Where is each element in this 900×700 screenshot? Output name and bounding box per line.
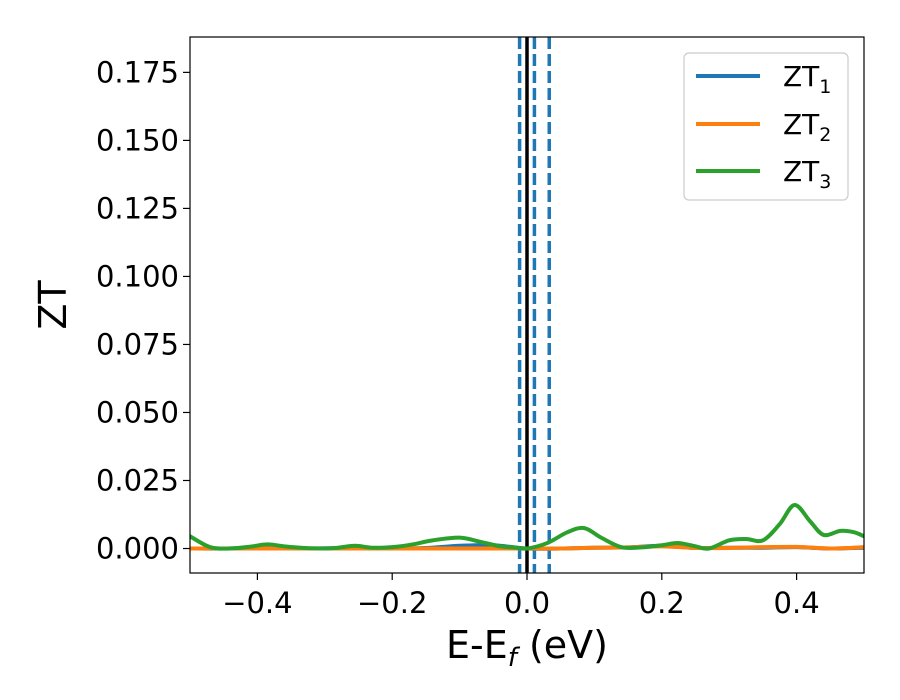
x-tick-label: −0.2 bbox=[357, 586, 427, 620]
y-tick-label: 0.100 bbox=[96, 259, 179, 293]
x-tick-label: 0.2 bbox=[639, 586, 685, 620]
legend-label-zt2: ZT2 bbox=[783, 108, 831, 146]
x-tick-label: −0.4 bbox=[222, 586, 292, 620]
y-tick-label: 0.050 bbox=[96, 395, 179, 429]
legend-label-zt3: ZT3 bbox=[783, 155, 831, 193]
y-tick-label: 0.150 bbox=[96, 123, 179, 157]
y-axis-ticks: 0.000 0.025 0.050 0.075 0.100 0.125 0.150 0.175 bbox=[96, 55, 190, 566]
y-tick-label: 0.025 bbox=[96, 463, 179, 497]
legend-box bbox=[683, 52, 849, 201]
x-tick-label: 0.0 bbox=[504, 586, 550, 620]
x-tick-label: 0.4 bbox=[774, 586, 820, 620]
vertical-markers bbox=[517, 37, 551, 573]
series-line-zt3 bbox=[190, 502, 864, 551]
legend-label-zt1: ZT1 bbox=[783, 60, 831, 98]
y-tick-label: 0.000 bbox=[96, 532, 179, 566]
plot-area bbox=[190, 37, 864, 573]
series-lines bbox=[190, 502, 864, 551]
x-axis-label-unit: (eV) bbox=[517, 623, 608, 667]
y-tick-label: 0.075 bbox=[96, 327, 179, 361]
y-tick-label: 0.125 bbox=[96, 191, 179, 225]
x-axis-ticks: −0.4 −0.2 0.0 0.2 0.4 bbox=[222, 573, 820, 620]
y-axis-label: ZT bbox=[31, 280, 75, 330]
x-axis-label: E-Ef (eV) bbox=[446, 623, 608, 673]
y-tick-label: 0.175 bbox=[96, 55, 179, 89]
legend: ZT1 ZT2 ZT3 bbox=[683, 52, 849, 201]
